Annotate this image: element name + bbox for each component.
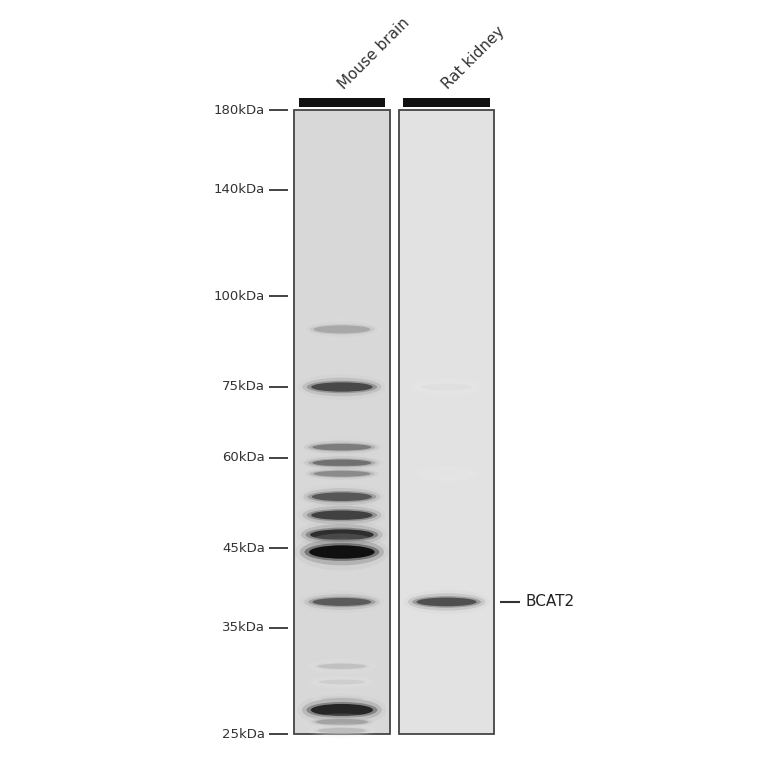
Ellipse shape: [301, 465, 383, 482]
Text: 75kDa: 75kDa: [222, 380, 265, 393]
Ellipse shape: [306, 322, 378, 338]
Ellipse shape: [304, 594, 380, 610]
Bar: [294, 110, 390, 734]
Ellipse shape: [311, 725, 373, 736]
Ellipse shape: [312, 459, 371, 466]
Ellipse shape: [419, 468, 474, 480]
Ellipse shape: [314, 662, 370, 670]
Ellipse shape: [416, 465, 478, 482]
Ellipse shape: [298, 502, 386, 528]
Ellipse shape: [414, 380, 479, 393]
Ellipse shape: [318, 664, 366, 669]
Ellipse shape: [308, 442, 375, 452]
Ellipse shape: [412, 596, 481, 607]
Ellipse shape: [303, 488, 380, 506]
Ellipse shape: [301, 319, 383, 341]
Ellipse shape: [416, 597, 477, 607]
Ellipse shape: [309, 470, 374, 478]
Ellipse shape: [320, 696, 364, 701]
Ellipse shape: [316, 719, 368, 725]
Ellipse shape: [306, 702, 377, 718]
Ellipse shape: [304, 441, 380, 454]
Ellipse shape: [296, 520, 387, 549]
Bar: [403, 98, 490, 106]
Ellipse shape: [309, 716, 375, 728]
Text: 180kDa: 180kDa: [214, 104, 265, 117]
Ellipse shape: [422, 470, 471, 478]
Ellipse shape: [303, 377, 381, 397]
Ellipse shape: [408, 593, 485, 610]
Text: 25kDa: 25kDa: [222, 728, 265, 741]
Text: BCAT2: BCAT2: [526, 594, 575, 610]
Ellipse shape: [298, 374, 386, 400]
Ellipse shape: [312, 718, 371, 726]
Ellipse shape: [295, 533, 389, 571]
Ellipse shape: [311, 704, 373, 716]
Text: 45kDa: 45kDa: [222, 542, 265, 555]
Ellipse shape: [302, 698, 382, 722]
Ellipse shape: [309, 675, 374, 688]
Ellipse shape: [312, 677, 371, 687]
Ellipse shape: [306, 528, 378, 542]
Ellipse shape: [314, 694, 370, 703]
Ellipse shape: [313, 325, 371, 333]
Ellipse shape: [299, 454, 384, 472]
Bar: [399, 110, 494, 734]
Ellipse shape: [418, 383, 475, 391]
Ellipse shape: [314, 727, 370, 734]
Text: 140kDa: 140kDa: [214, 183, 265, 196]
Bar: [299, 98, 385, 106]
Ellipse shape: [312, 598, 371, 606]
Ellipse shape: [309, 545, 374, 558]
Text: 35kDa: 35kDa: [222, 621, 265, 634]
Ellipse shape: [411, 377, 482, 397]
Ellipse shape: [313, 471, 371, 477]
Ellipse shape: [312, 444, 371, 451]
Ellipse shape: [299, 438, 384, 456]
Ellipse shape: [306, 380, 377, 393]
Text: 60kDa: 60kDa: [222, 451, 265, 464]
Ellipse shape: [311, 382, 373, 392]
Ellipse shape: [299, 539, 384, 565]
Ellipse shape: [317, 695, 367, 701]
Ellipse shape: [425, 471, 468, 477]
Ellipse shape: [307, 659, 376, 674]
Ellipse shape: [311, 510, 373, 520]
Ellipse shape: [316, 679, 367, 685]
Ellipse shape: [309, 324, 374, 335]
Ellipse shape: [312, 493, 372, 501]
Ellipse shape: [308, 597, 375, 607]
Ellipse shape: [297, 693, 387, 727]
Ellipse shape: [310, 529, 374, 540]
Ellipse shape: [299, 484, 385, 509]
Ellipse shape: [308, 458, 375, 468]
Ellipse shape: [311, 661, 373, 672]
Text: Mouse brain: Mouse brain: [335, 15, 412, 92]
Ellipse shape: [403, 590, 490, 614]
Ellipse shape: [306, 509, 377, 521]
Ellipse shape: [304, 543, 379, 561]
Ellipse shape: [318, 728, 366, 733]
Ellipse shape: [304, 456, 380, 470]
Ellipse shape: [307, 723, 376, 738]
Ellipse shape: [303, 506, 381, 525]
Ellipse shape: [299, 591, 384, 613]
Text: 100kDa: 100kDa: [214, 290, 265, 303]
Ellipse shape: [301, 524, 383, 545]
Ellipse shape: [305, 714, 379, 730]
Ellipse shape: [311, 692, 373, 705]
Ellipse shape: [319, 680, 364, 685]
Text: Rat kidney: Rat kidney: [440, 24, 508, 92]
Ellipse shape: [307, 491, 376, 503]
Ellipse shape: [306, 468, 378, 480]
Ellipse shape: [422, 384, 471, 390]
